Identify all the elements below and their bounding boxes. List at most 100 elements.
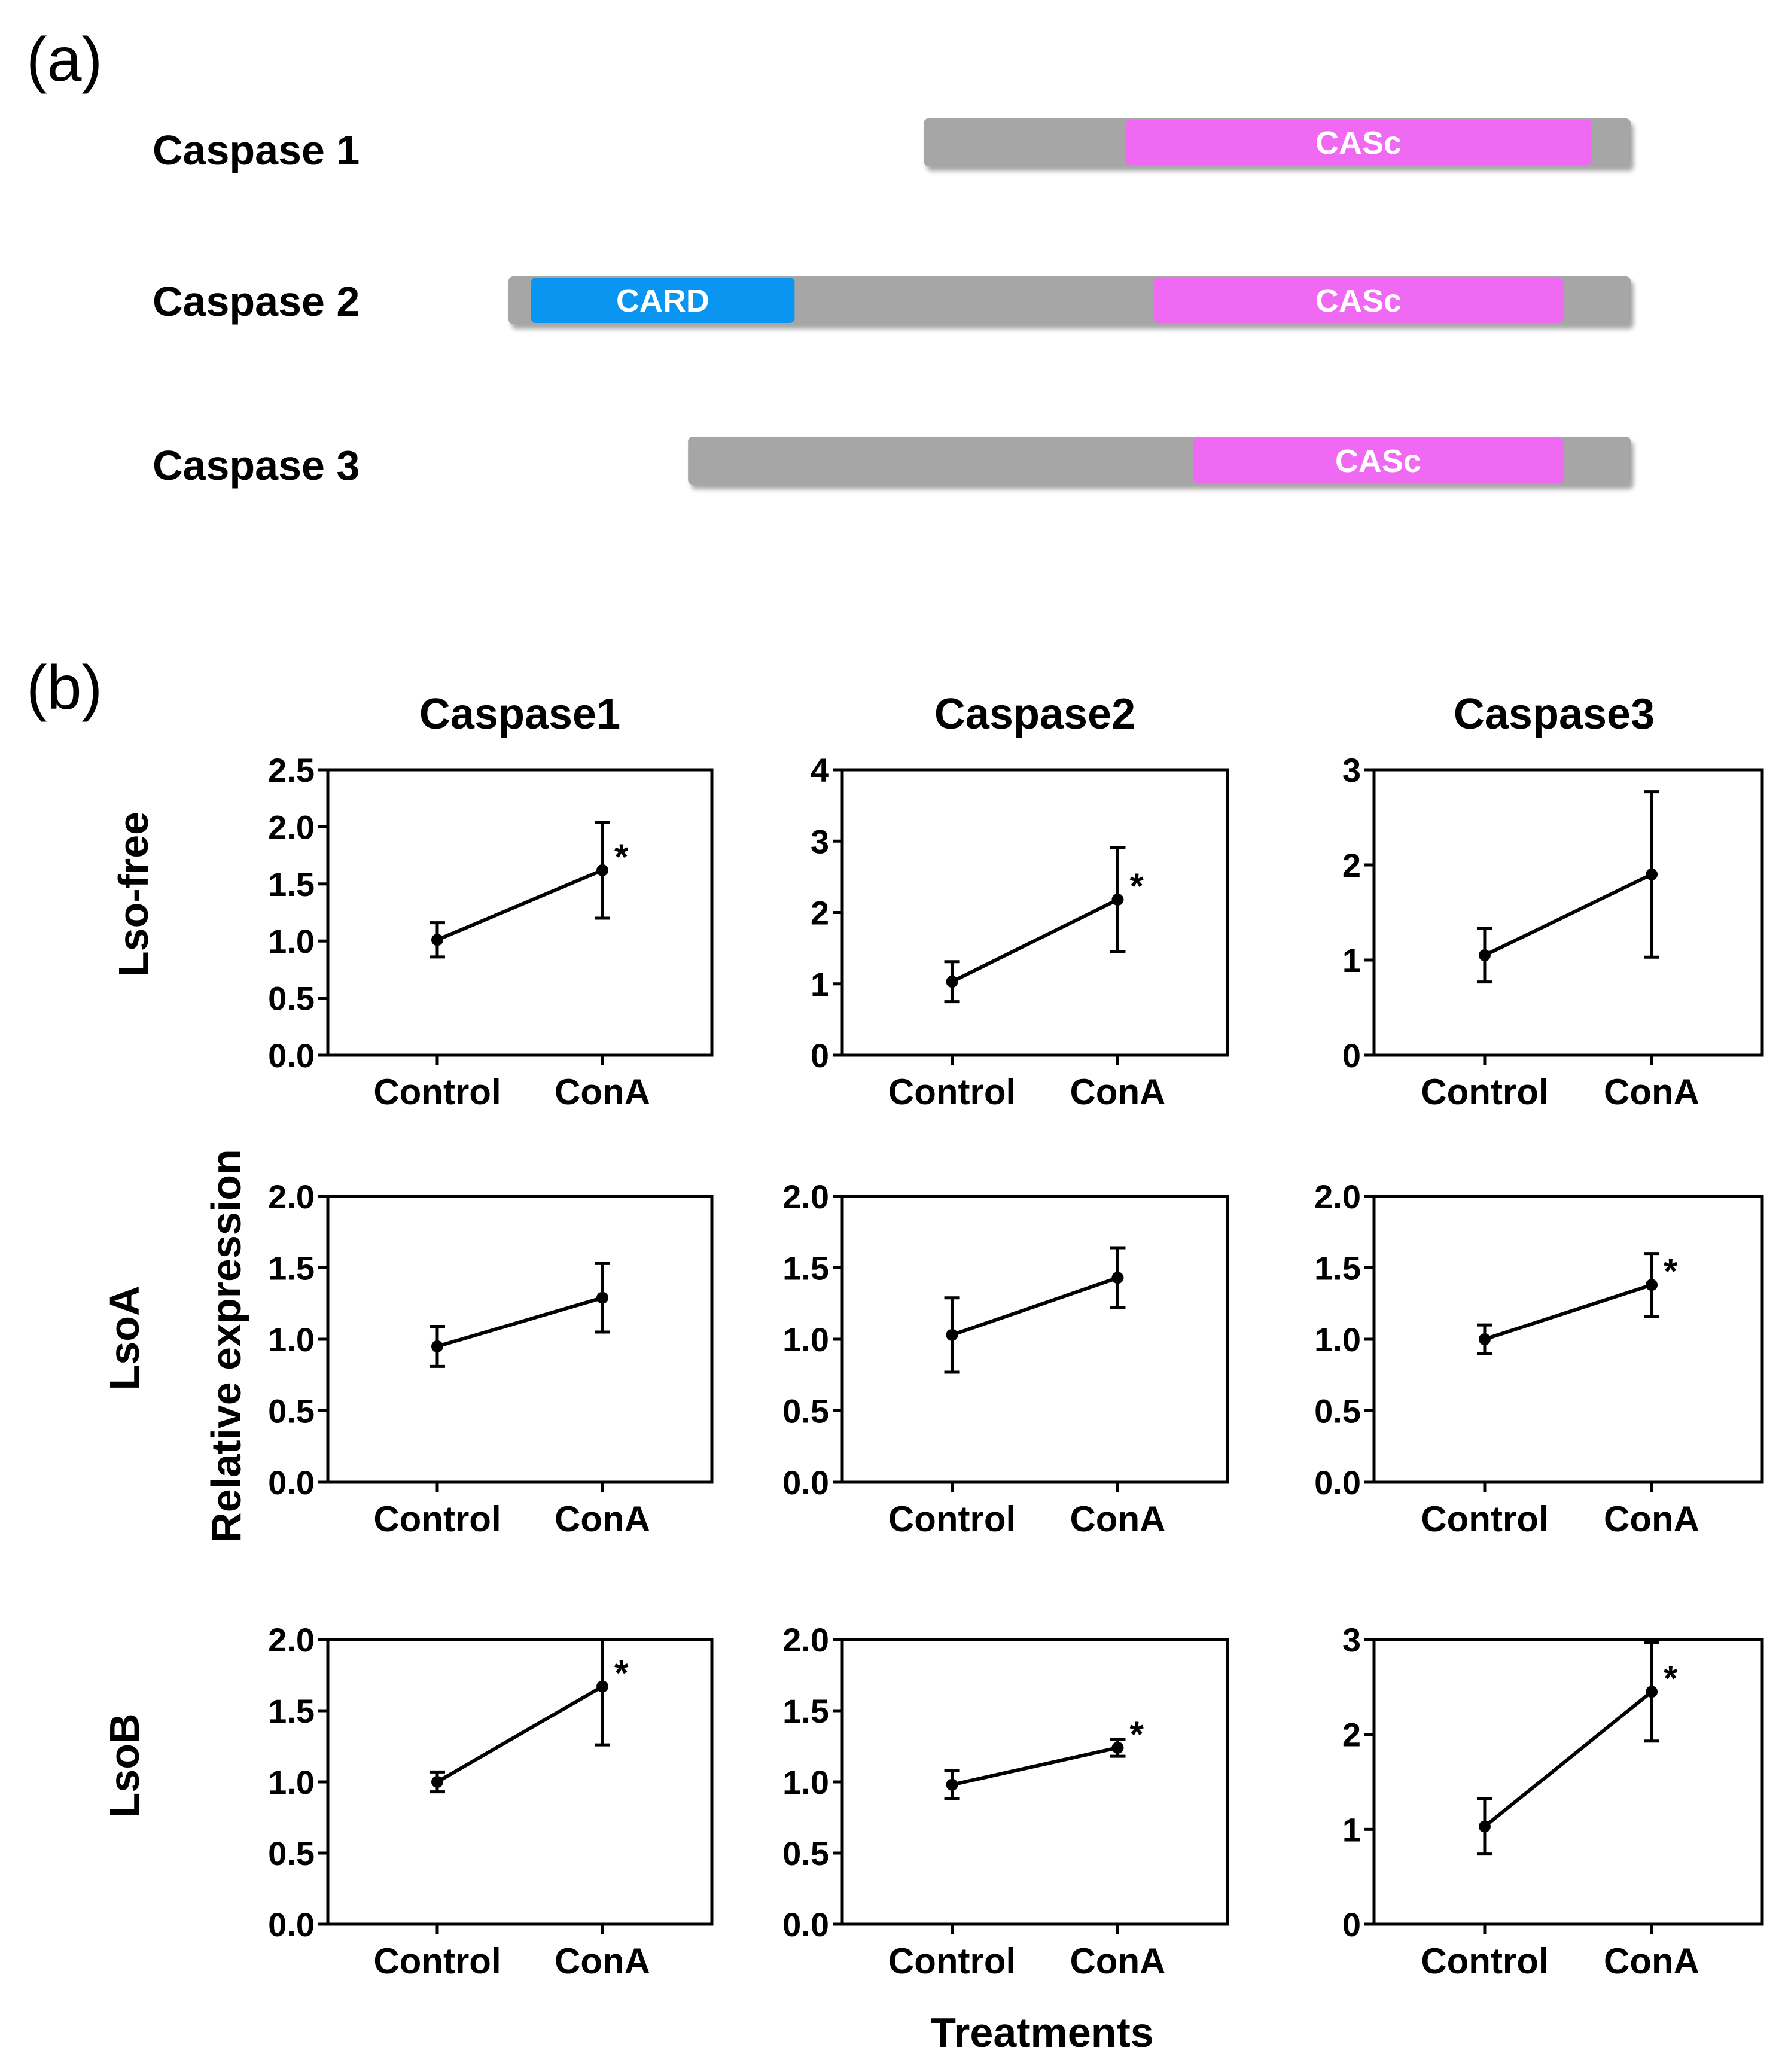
- y-tick-label: 2: [811, 894, 829, 932]
- x-tick-label-cona: ConA: [1070, 1941, 1165, 1981]
- plot-frame: [1372, 1638, 1764, 1926]
- series-line: [1484, 1690, 1653, 1828]
- data-point-control: [431, 934, 443, 946]
- y-tick-label: 0: [811, 1037, 829, 1074]
- y-tick-label: 1.5: [782, 1250, 829, 1287]
- y-tick-label: 0.5: [782, 1835, 829, 1872]
- x-tick-label-control: Control: [1421, 1941, 1548, 1981]
- y-tick-label: 0.0: [782, 1906, 829, 1943]
- data-point-cona: [596, 1680, 609, 1693]
- data-point-cona: [1111, 1272, 1124, 1284]
- data-point-cona: [1646, 868, 1658, 880]
- y-tick-label: 2.0: [268, 808, 315, 846]
- y-tick-label: 3: [1342, 1621, 1361, 1659]
- y-tick-label: 0.5: [1314, 1392, 1361, 1430]
- x-tick-label-control: Control: [373, 1941, 501, 1981]
- y-tick-label: 1.5: [1314, 1250, 1361, 1287]
- plot-frame: [326, 1195, 714, 1484]
- series-line: [951, 1745, 1119, 1787]
- column-title-caspase2: Caspase2: [934, 690, 1135, 738]
- series-line: [1484, 873, 1653, 957]
- domain-label-casc: CASc: [1315, 125, 1402, 161]
- chart-lso-free-caspase1: 0.0 0.5 1.0 1.5 2.0 2.5 Control ConA *: [268, 751, 714, 1112]
- series-line: [436, 1684, 604, 1784]
- plot-frame: [326, 768, 714, 1057]
- significance-marker: *: [1129, 1714, 1144, 1754]
- x-tick-label-cona: ConA: [1070, 1072, 1165, 1112]
- y-tick-label: 0.5: [268, 1835, 315, 1872]
- y-tick-label: 2.0: [782, 1621, 829, 1659]
- y-tick-label: 0.0: [268, 1464, 315, 1501]
- domain-label-card: CARD: [616, 283, 709, 319]
- x-tick-label-cona: ConA: [555, 1499, 650, 1539]
- data-point-cona: [596, 1291, 609, 1304]
- domain-label-casc: CASc: [1315, 283, 1402, 319]
- significance-marker: *: [614, 1653, 629, 1693]
- x-tick-label-control: Control: [1421, 1499, 1548, 1539]
- y-tick-label: 1.5: [268, 1692, 315, 1730]
- y-tick-label: 1: [1342, 941, 1361, 979]
- x-tick-label-cona: ConA: [1604, 1499, 1699, 1539]
- column-title-caspase1: Caspase1: [419, 690, 620, 738]
- series-line: [951, 1276, 1119, 1337]
- plot-frame: [1372, 1195, 1764, 1484]
- x-tick-label-cona: ConA: [555, 1072, 650, 1112]
- y-tick-label: 0.0: [268, 1037, 315, 1074]
- row-title-lsob: LsoB: [101, 1714, 148, 1818]
- protein-label: Caspase 3: [153, 442, 360, 489]
- y-tick-label: 0.0: [1314, 1464, 1361, 1501]
- significance-marker: *: [614, 837, 629, 877]
- domain-card: [531, 278, 795, 323]
- protein-caspase-2: Caspase 2 CARD CASc: [153, 276, 1631, 325]
- domain-casc: [1193, 438, 1564, 483]
- series-line: [436, 869, 604, 942]
- y-tick-label: 1.5: [782, 1692, 829, 1730]
- series-line: [1484, 1283, 1652, 1341]
- y-tick-label: 2.0: [268, 1178, 315, 1215]
- x-tick-label-control: Control: [373, 1072, 501, 1112]
- plot-frame: [840, 1638, 1229, 1926]
- data-point-control: [431, 1340, 443, 1352]
- y-tick-label: 0: [1342, 1037, 1361, 1074]
- y-axis-title: Relative expression: [203, 1149, 249, 1543]
- significance-marker: *: [1664, 1251, 1678, 1291]
- data-point-control: [1478, 1333, 1491, 1345]
- data-point-control: [431, 1776, 443, 1788]
- y-tick-label: 1.0: [268, 1321, 315, 1358]
- y-tick-label: 4: [811, 751, 829, 789]
- protein-caspase-3: Caspase 3 CASc: [153, 437, 1631, 489]
- data-point-cona: [1111, 1741, 1124, 1754]
- y-tick-label: 0: [1342, 1906, 1361, 1943]
- series-line: [437, 1296, 603, 1348]
- chart-lso-free-caspase2: 0 1 2 3 4 Control ConA *: [811, 751, 1229, 1112]
- data-point-control: [946, 1778, 958, 1791]
- significance-marker: *: [1129, 866, 1144, 906]
- significance-marker: *: [1664, 1658, 1678, 1698]
- y-tick-label: 2.5: [268, 751, 315, 789]
- data-point-cona: [1646, 1279, 1658, 1291]
- plot-frame: [1372, 768, 1764, 1057]
- panel-b-label: (b): [26, 653, 102, 723]
- y-tick-label: 2.0: [782, 1178, 829, 1215]
- plot-frame: [326, 1638, 714, 1926]
- y-tick-label: 1.5: [268, 866, 315, 903]
- data-point-control: [1478, 1820, 1491, 1833]
- plot-frame: [840, 1195, 1229, 1484]
- x-tick-label-control: Control: [888, 1072, 1016, 1112]
- x-tick-label-control: Control: [888, 1499, 1016, 1539]
- protein-label: Caspase 1: [153, 127, 360, 173]
- y-tick-label: 3: [1342, 751, 1361, 789]
- chart-lsob-caspase1: 0.0 0.5 1.0 1.5 2.0 Control ConA *: [268, 1621, 714, 1981]
- data-point-control: [946, 976, 958, 988]
- domain-casc: [1153, 278, 1564, 323]
- data-point-cona: [1646, 1686, 1658, 1698]
- column-title-caspase3: Caspase3: [1454, 690, 1655, 738]
- data-point-cona: [596, 864, 609, 876]
- y-tick-label: 0.5: [782, 1392, 829, 1430]
- y-tick-label: 2.0: [268, 1621, 315, 1659]
- y-tick-label: 0.5: [268, 1392, 315, 1430]
- domain-label-casc: CASc: [1335, 443, 1421, 479]
- x-tick-label-cona: ConA: [555, 1941, 650, 1981]
